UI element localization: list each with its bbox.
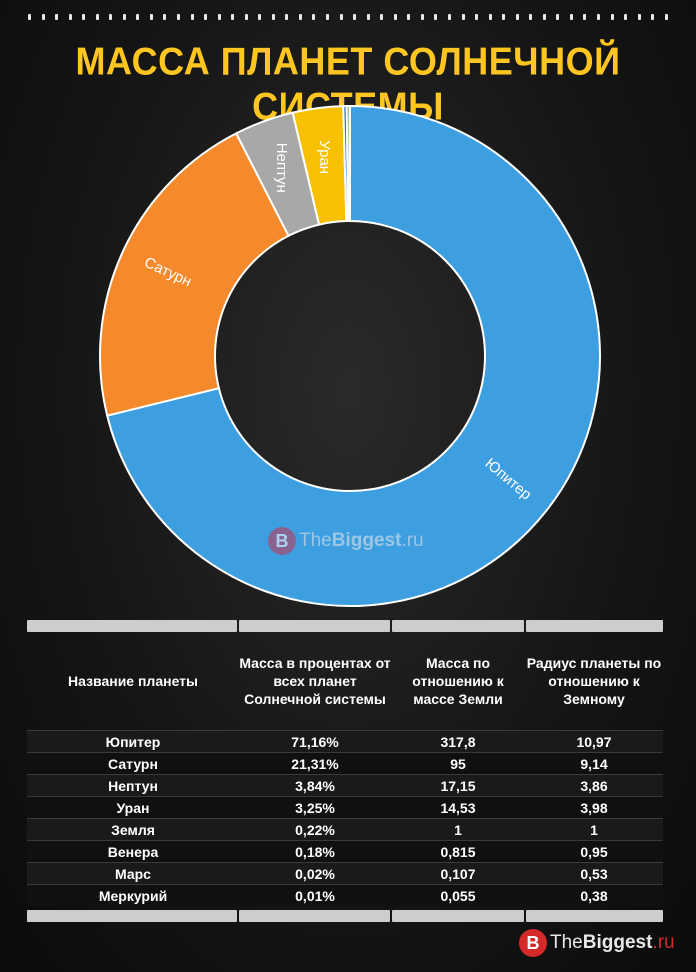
cell-mass-earth: 95 bbox=[450, 755, 466, 772]
cell-radius: 1 bbox=[590, 821, 598, 838]
header-mass-earth: Масса по отношению к массе Земли bbox=[412, 655, 504, 707]
table-body: Юпитер 71,16% 317,8 10,97 Сатурн 21,31% 95 9,14… bbox=[27, 730, 663, 906]
cell-mass-percent: 0,18% bbox=[295, 843, 335, 860]
cell-planet: Юпитер bbox=[105, 733, 161, 750]
slice-1 bbox=[99, 132, 290, 417]
slice-0 bbox=[106, 104, 601, 607]
cell-mass-percent: 0,01% bbox=[295, 887, 335, 904]
table-row: Уран 3,25% 14,53 3,98 bbox=[27, 796, 663, 818]
cell-planet: Нептун bbox=[108, 777, 158, 794]
table-row: Меркурий 0,01% 0,055 0,38 bbox=[27, 884, 663, 906]
cell-radius: 0,53 bbox=[580, 865, 608, 882]
cell-mass-percent: 0,02% bbox=[295, 865, 335, 882]
cell-planet: Земля bbox=[111, 821, 155, 838]
cell-radius: 10,97 bbox=[576, 733, 612, 750]
cell-radius: 3,86 bbox=[580, 777, 608, 794]
table-header: Название планеты Масса в процентах от вс… bbox=[27, 632, 663, 730]
cell-planet: Уран bbox=[116, 799, 150, 816]
binding-holes bbox=[28, 14, 668, 20]
cell-radius: 0,38 bbox=[580, 887, 608, 904]
thebiggest-logo-icon: B bbox=[268, 527, 296, 555]
cell-mass-earth: 0,055 bbox=[440, 887, 476, 904]
cell-mass-earth: 1 bbox=[454, 821, 462, 838]
cell-mass-percent: 3,84% bbox=[295, 777, 335, 794]
cell-planet: Меркурий bbox=[98, 887, 168, 904]
header-planet-name: Название планеты bbox=[68, 673, 198, 689]
cell-mass-earth: 17,15 bbox=[440, 777, 476, 794]
table-bottom-bar bbox=[27, 910, 663, 922]
cell-radius: 0,95 bbox=[580, 843, 608, 860]
cell-mass-earth: 0,815 bbox=[440, 843, 476, 860]
cell-radius: 9,14 bbox=[580, 755, 608, 772]
table-row: Сатурн 21,31% 95 9,14 bbox=[27, 752, 663, 774]
watermark-bottom: B TheBiggest.ru bbox=[519, 929, 675, 957]
cell-planet: Венера bbox=[107, 843, 159, 860]
table-row: Венера 0,18% 0,815 0,95 bbox=[27, 840, 663, 862]
header-mass-percent: Масса в процентах от всех планет Солнечн… bbox=[239, 655, 391, 707]
chart-slices bbox=[99, 104, 601, 607]
slice-label-3: Уран bbox=[316, 140, 333, 174]
cell-mass-percent: 0,22% bbox=[295, 821, 335, 838]
table-row: Нептун 3,84% 17,15 3,86 bbox=[27, 774, 663, 796]
header-radius-earth: Радиус планеты по отношению к Земному bbox=[526, 655, 662, 707]
cell-mass-percent: 71,16% bbox=[291, 733, 339, 750]
cell-mass-earth: 0,107 bbox=[440, 865, 476, 882]
cell-planet: Сатурн bbox=[108, 755, 158, 772]
cell-planet: Марс bbox=[115, 865, 151, 882]
cell-mass-earth: 317,8 bbox=[440, 733, 476, 750]
cell-mass-percent: 3,25% bbox=[295, 799, 335, 816]
table-row: Марс 0,02% 0,107 0,53 bbox=[27, 862, 663, 884]
cell-mass-percent: 21,31% bbox=[291, 755, 339, 772]
table-row: Земля 0,22% 1 1 bbox=[27, 818, 663, 840]
slice-label-2: Нептун bbox=[273, 143, 290, 193]
thebiggest-logo-icon: B bbox=[519, 929, 547, 957]
table-top-bar bbox=[27, 620, 663, 632]
cell-radius: 3,98 bbox=[580, 799, 608, 816]
table-row: Юпитер 71,16% 317,8 10,97 bbox=[27, 730, 663, 752]
watermark-center: B TheBiggest.ru bbox=[268, 527, 424, 555]
cell-mass-earth: 14,53 bbox=[440, 799, 476, 816]
planet-table: Название планеты Масса в процентах от вс… bbox=[27, 620, 663, 922]
